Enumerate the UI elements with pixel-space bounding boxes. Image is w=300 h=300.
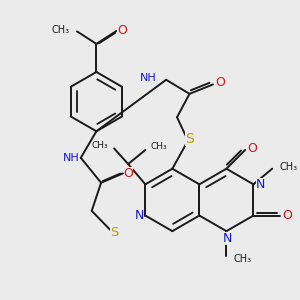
Text: CH₃: CH₃ <box>279 162 297 172</box>
Text: O: O <box>282 209 292 222</box>
Text: CH₃: CH₃ <box>51 25 69 35</box>
Text: S: S <box>185 132 194 146</box>
Text: O: O <box>247 142 257 155</box>
Text: CH₃: CH₃ <box>92 141 109 150</box>
Text: O: O <box>215 76 225 89</box>
Text: NH: NH <box>62 153 79 164</box>
Text: O: O <box>124 167 134 180</box>
Text: CH₃: CH₃ <box>233 254 251 264</box>
Text: N: N <box>134 209 144 222</box>
Text: N: N <box>256 178 265 191</box>
Text: O: O <box>117 24 127 37</box>
Text: NH: NH <box>140 73 156 83</box>
Text: N: N <box>223 232 232 244</box>
Text: S: S <box>110 226 118 239</box>
Text: CH₃: CH₃ <box>150 142 166 152</box>
